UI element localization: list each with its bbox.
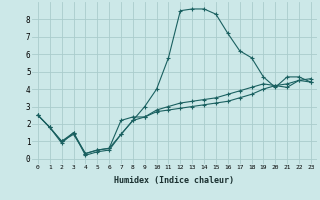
X-axis label: Humidex (Indice chaleur): Humidex (Indice chaleur) <box>115 176 234 185</box>
